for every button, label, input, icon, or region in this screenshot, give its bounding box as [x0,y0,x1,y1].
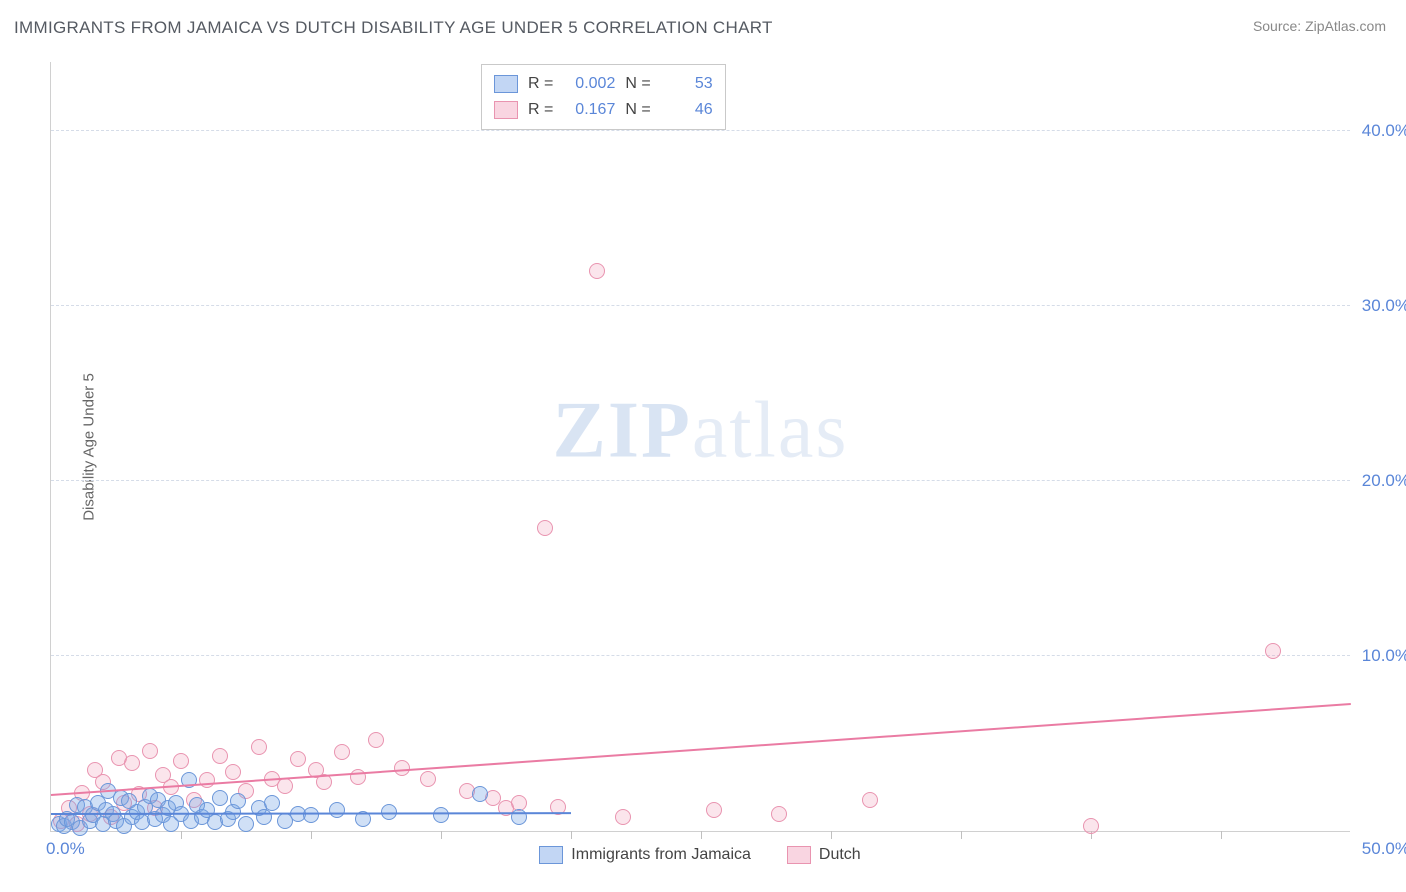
legend-row-pink: R = 0.167 N = 46 [494,97,713,123]
data-point-pink [199,772,215,788]
n-value-pink: 46 [661,101,713,119]
data-point-pink [589,263,605,279]
data-point-blue [329,802,345,818]
data-point-pink [615,809,631,825]
legend-row-blue: R = 0.002 N = 53 [494,71,713,97]
r-label: R = [528,101,553,119]
watermark-light: atlas [692,387,849,475]
legend-item-pink: Dutch [787,846,861,864]
legend-label-pink: Dutch [819,846,861,864]
watermark-bold: ZIP [553,387,692,475]
legend-label-blue: Immigrants from Jamaica [571,846,751,864]
data-point-pink [1265,643,1281,659]
legend-item-blue: Immigrants from Jamaica [539,846,751,864]
r-value-pink: 0.167 [563,101,615,119]
trendline-pink [51,703,1351,796]
x-tick [181,831,182,839]
correlation-legend: R = 0.002 N = 53 R = 0.167 N = 46 [481,64,726,130]
chart-container: ZIPatlas Disability Age Under 5 0.0% 50.… [50,62,1350,832]
series-legend: Immigrants from Jamaica Dutch [50,846,1350,864]
data-point-blue [230,793,246,809]
data-point-pink [537,520,553,536]
data-point-pink [862,792,878,808]
r-value-blue: 0.002 [563,75,615,93]
data-point-pink [1083,818,1099,834]
x-tick [441,831,442,839]
gridline [51,130,1350,131]
gridline [51,305,1350,306]
plot-area: ZIPatlas Disability Age Under 5 0.0% 50.… [50,62,1350,832]
y-tick-label: 40.0% [1355,121,1406,141]
data-point-blue [264,795,280,811]
x-tick [961,831,962,839]
swatch-blue-icon [539,846,563,864]
data-point-pink [706,802,722,818]
data-point-pink [420,771,436,787]
data-point-pink [251,739,267,755]
n-label: N = [625,101,650,119]
x-tick [831,831,832,839]
data-point-blue [472,786,488,802]
swatch-blue-icon [494,75,518,93]
watermark-text: ZIPatlas [553,386,849,477]
data-point-pink [124,755,140,771]
x-tick [701,831,702,839]
y-tick-label: 20.0% [1355,471,1406,491]
n-value-blue: 53 [661,75,713,93]
data-point-pink [142,743,158,759]
data-point-pink [290,751,306,767]
swatch-pink-icon [494,101,518,119]
data-point-pink [771,806,787,822]
data-point-blue [256,809,272,825]
data-point-pink [212,748,228,764]
data-point-pink [225,764,241,780]
y-tick-label: 30.0% [1355,296,1406,316]
data-point-pink [173,753,189,769]
data-point-pink [334,744,350,760]
gridline [51,480,1350,481]
gridline [51,655,1350,656]
x-axis-max-label: 50.0% [1362,839,1406,859]
y-axis-title: Disability Age Under 5 [80,373,97,521]
x-tick [571,831,572,839]
data-point-blue [433,807,449,823]
data-point-pink [368,732,384,748]
y-tick-label: 10.0% [1355,646,1406,666]
chart-title: IMMIGRANTS FROM JAMAICA VS DUTCH DISABIL… [14,18,773,38]
data-point-blue [238,816,254,832]
data-point-blue [303,807,319,823]
n-label: N = [625,75,650,93]
swatch-pink-icon [787,846,811,864]
r-label: R = [528,75,553,93]
data-point-blue [212,790,228,806]
source-attribution: Source: ZipAtlas.com [1253,18,1386,34]
x-tick [1221,831,1222,839]
x-tick [311,831,312,839]
